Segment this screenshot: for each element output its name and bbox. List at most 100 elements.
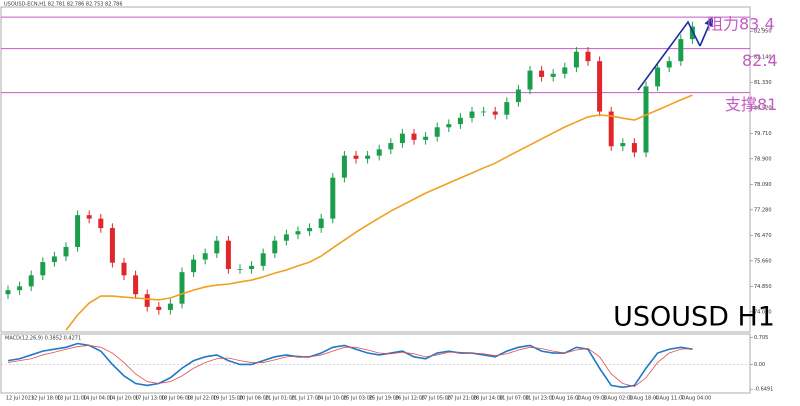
x-tick-label: 3 Aug 18:00 — [629, 396, 660, 402]
x-tick-label: 27 Jul 05:00 — [421, 396, 451, 402]
level-label: 支撑81 — [725, 95, 777, 114]
candle-body — [272, 240, 278, 254]
y-tick-label: 79.710 — [754, 131, 772, 137]
candle-body — [28, 275, 34, 287]
watermark: USOUSD H1 — [613, 302, 775, 333]
candle-body — [191, 259, 197, 273]
candle-body — [179, 272, 185, 304]
x-tick-label: 25 Jul 19:00 — [369, 396, 399, 402]
candle-body — [167, 303, 173, 310]
candle-body — [376, 149, 382, 156]
y-tick-label: 74.040 — [754, 309, 772, 315]
main-panel — [0, 6, 751, 333]
x-tick-label: 25 Jul 03:00 — [343, 396, 373, 402]
y-tick-label: 80.520 — [754, 105, 772, 111]
chart-title: USOUSD-ECN,H1 82.781 82.786 82.753 82.78… — [4, 2, 123, 8]
x-tick-label: 17 Jul 13:00 — [135, 396, 165, 402]
candle-body — [666, 61, 672, 68]
candle-body — [109, 228, 115, 263]
candle-body — [330, 177, 336, 219]
candle-body — [51, 256, 57, 263]
candle-body — [75, 215, 81, 247]
x-tick-label: 7 Aug 04:00 — [681, 396, 712, 402]
axes: 82.950 82.140 81.330 80.520 79.710 78.900 78.0… — [6, 29, 773, 402]
x-tick-label: 4 Aug 11:00 — [655, 396, 686, 402]
candle-body — [527, 70, 533, 90]
candle-body — [434, 127, 440, 137]
candle-body — [63, 246, 69, 257]
y-tick-label: 78.900 — [754, 156, 772, 162]
trend-arrows — [637, 16, 714, 91]
candle-body — [457, 117, 463, 125]
candle-body — [608, 111, 614, 147]
candle-body — [214, 240, 220, 254]
candle-body — [341, 155, 347, 178]
candle-body — [353, 155, 359, 159]
x-tick-label: 24 Jul 10:00 — [317, 396, 347, 402]
trend-arrow — [699, 16, 714, 47]
candle-body — [539, 70, 545, 77]
x-tick-label: 21 Jul 17:00 — [291, 396, 321, 402]
candle-body — [655, 67, 661, 87]
candle-body — [133, 275, 139, 295]
macd-line — [7, 345, 693, 387]
candle-body — [318, 218, 324, 229]
x-tick-label: 21 Jul 01:00 — [265, 396, 295, 402]
price-plot — [1, 16, 750, 331]
x-tick-label: 20 Jul 08:00 — [239, 396, 269, 402]
candle-body — [504, 102, 510, 115]
candle-body — [121, 262, 127, 276]
candle-body — [365, 155, 371, 159]
candle-body — [388, 143, 394, 150]
candle-body — [283, 234, 289, 241]
x-tick-label: 2 Aug 09:00 — [577, 396, 608, 402]
y-tick-label: 76.470 — [754, 233, 772, 239]
candle-body — [550, 73, 556, 77]
x-tick-label: 12 Jul 2023 — [6, 396, 34, 402]
trend-path — [637, 20, 701, 91]
y-tick-label: 74.850 — [754, 284, 772, 290]
candle-body — [202, 253, 208, 260]
candle-body — [98, 218, 104, 229]
x-tick-label: 3 Aug 02:00 — [603, 396, 634, 402]
macd-plot — [1, 342, 750, 389]
x-tick-label: 1 Aug 16:00 — [551, 396, 582, 402]
y-tick-label: 77.280 — [754, 207, 772, 213]
candle-body — [411, 133, 417, 140]
candle-body — [307, 228, 313, 232]
candle-body — [17, 286, 23, 291]
candle-body — [446, 124, 452, 128]
x-tick-label: 14 Jul 04:00 — [83, 396, 113, 402]
x-tick-label: 31 Jul 23:00 — [525, 396, 555, 402]
y-tick-label: 75.660 — [754, 258, 772, 264]
candle-body — [156, 306, 162, 310]
y-tick-label: 81.330 — [754, 80, 772, 86]
level-label: 阻力83.4 — [707, 15, 775, 34]
candle-body — [597, 61, 603, 112]
level-label: 82.4 — [742, 51, 778, 70]
candle-body — [399, 133, 405, 144]
candle-body — [631, 143, 637, 153]
candle-body — [689, 26, 695, 40]
y-tick-label: 78.090 — [754, 182, 772, 188]
candle-body — [5, 290, 11, 295]
x-tick-label: 18 Jul 06:00 — [161, 396, 191, 402]
x-tick-label: 27 Jul 21:00 — [447, 396, 477, 402]
moving-average — [65, 94, 693, 331]
candle-body — [573, 51, 579, 68]
macd-tick-label: 0.705 — [754, 335, 768, 341]
x-tick-label: 19 Jul 15:00 — [213, 396, 243, 402]
candle-body — [492, 111, 498, 115]
y-tick-label: 82.140 — [754, 54, 772, 60]
candle-body — [237, 269, 243, 270]
x-tick-label: 13 Jul 11:00 — [57, 396, 87, 402]
macd-panel — [0, 333, 751, 394]
macd-label: MACD(12,26,9) 0.3852 0.4271 — [5, 336, 81, 342]
x-tick-label: 14 Jul 20:00 — [109, 396, 139, 402]
x-tick-label: 12 Jul 18:00 — [31, 396, 61, 402]
x-tick-label: 31 Jul 07:00 — [499, 396, 529, 402]
candle-body — [469, 111, 475, 118]
candle-body — [295, 231, 301, 235]
